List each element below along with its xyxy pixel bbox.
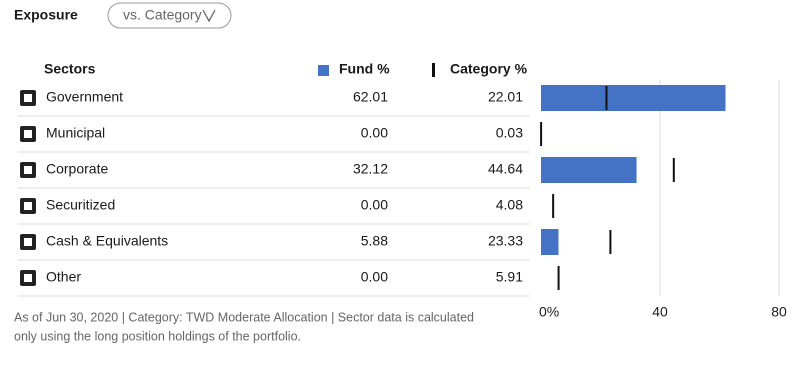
- category-value: 0.03: [496, 125, 523, 141]
- footnote: only using the long position holdings of…: [14, 329, 301, 343]
- legend-label: Fund %: [339, 61, 390, 77]
- category-marker: [605, 86, 608, 110]
- x-tick-label: 40: [652, 304, 668, 320]
- sector-icon-glyph: [24, 166, 32, 174]
- fund-value: 5.88: [361, 233, 388, 249]
- legend-swatch: [432, 63, 435, 77]
- sector-label: Government: [46, 89, 123, 105]
- legend-label: Category %: [450, 61, 528, 77]
- category-value: 44.64: [488, 161, 523, 177]
- sector-label: Municipal: [46, 125, 105, 141]
- sector-icon-glyph: [24, 130, 32, 138]
- category-value: 23.33: [488, 233, 523, 249]
- dropdown[interactable]: vs. Category: [107, 2, 232, 29]
- category-value: 4.08: [496, 197, 523, 213]
- fund-bar: [541, 85, 726, 111]
- category-value: 5.91: [496, 269, 523, 285]
- category-marker: [540, 122, 543, 146]
- sector-icon-glyph: [24, 238, 32, 246]
- footnote: As of Jun 30, 2020 | Category: TWD Moder…: [14, 310, 474, 324]
- fund-value: 62.01: [353, 89, 388, 105]
- sector-icon-glyph: [24, 274, 32, 282]
- category-value: 22.01: [488, 89, 523, 105]
- x-tick-label: 0%: [539, 304, 559, 320]
- dropdown-label[interactable]: vs. Category: [123, 7, 202, 23]
- fund-bar: [541, 157, 637, 183]
- dropdown-box[interactable]: [107, 2, 232, 29]
- column-header: Sectors: [44, 61, 96, 77]
- fund-value: 32.12: [353, 161, 388, 177]
- category-marker: [557, 266, 560, 290]
- sector-label: Other: [46, 269, 81, 285]
- dropdown-chevron[interactable]: [202, 9, 216, 23]
- sector-label: Securitized: [46, 197, 115, 213]
- fund-bar: [541, 229, 559, 255]
- category-marker: [552, 194, 555, 218]
- widget-title: Exposure: [14, 7, 78, 23]
- legend-swatch: [318, 65, 329, 76]
- sector-icon-glyph: [24, 202, 32, 210]
- category-marker: [609, 230, 612, 254]
- sector-icon-glyph: [24, 94, 32, 102]
- sector-label: Cash & Equivalents: [46, 233, 168, 249]
- x-tick-label: 80: [771, 304, 787, 320]
- sector-label: Corporate: [46, 161, 108, 177]
- fund-value: 0.00: [361, 125, 388, 141]
- fund-value: 0.00: [361, 197, 388, 213]
- category-marker: [672, 158, 675, 182]
- fund-value: 0.00: [361, 269, 388, 285]
